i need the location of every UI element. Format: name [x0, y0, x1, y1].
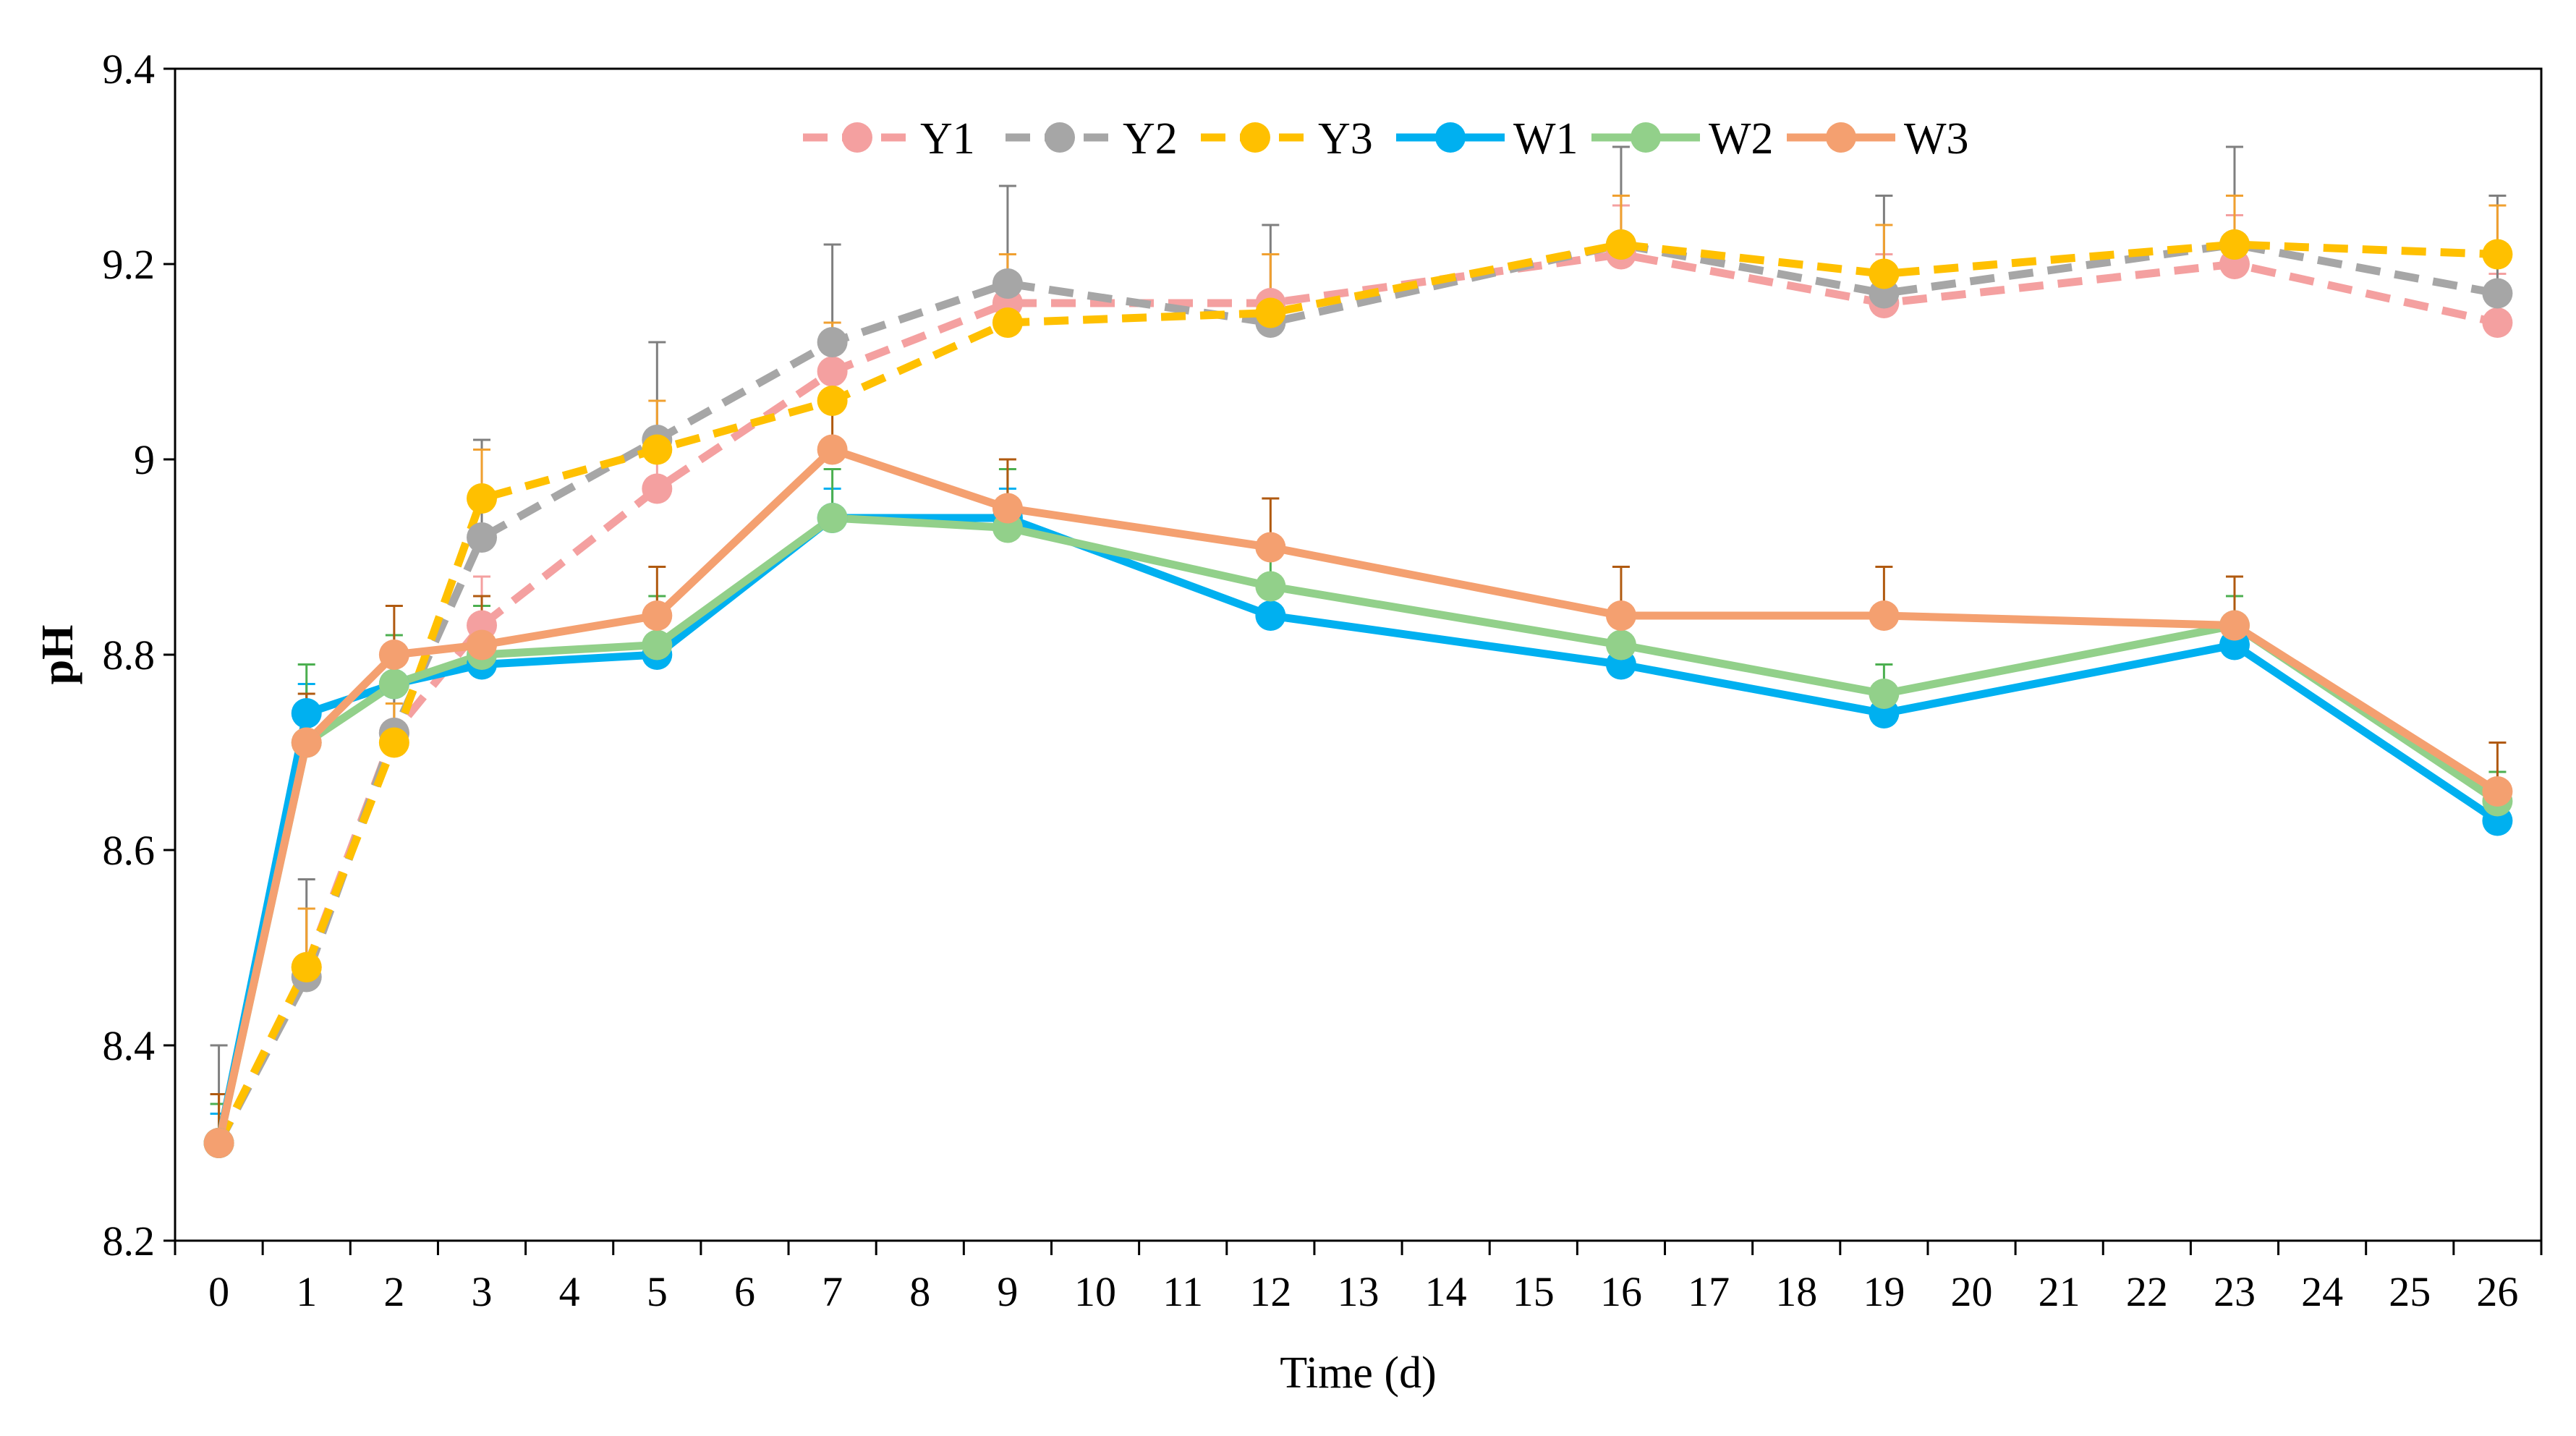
legend-label-y1: Y1 — [920, 114, 975, 163]
data-point-y3 — [1255, 297, 1286, 328]
data-point-w3 — [378, 640, 409, 670]
x-tick-label: 7 — [822, 1268, 843, 1315]
x-axis-ticks: 0 1 2 3 4 5 6 7 8 9 10 11 12 13 14 15 16 17 18 19 20 21 22 23 24… — [174, 1241, 2543, 1315]
series-points — [203, 229, 2513, 1158]
data-point-w2 — [817, 503, 848, 533]
data-point-y1 — [642, 473, 673, 504]
series-line-y1 — [215, 250, 2499, 1145]
data-point-w3 — [817, 434, 848, 465]
data-point-y3 — [992, 307, 1023, 338]
data-point-w3 — [2219, 610, 2250, 641]
data-point-y3 — [2219, 229, 2250, 260]
legend-label-w2: W2 — [1709, 114, 1774, 163]
data-point-y3 — [817, 386, 848, 416]
x-tick-label: 16 — [1600, 1268, 1642, 1315]
data-point-y2 — [992, 268, 1023, 299]
y-tick-label: 8.4 — [103, 1022, 156, 1069]
legend-label-w1: W1 — [1513, 114, 1578, 163]
x-tick-label: 21 — [2039, 1268, 2080, 1315]
series-line-w2 — [215, 514, 2500, 1144]
data-point-w1 — [1255, 600, 1286, 631]
x-tick-label: 26 — [2476, 1268, 2518, 1315]
data-point-y2 — [2482, 278, 2513, 309]
series-line-w3 — [215, 446, 2500, 1144]
x-tick-label: 22 — [2126, 1268, 2168, 1315]
legend: Y1 Y2 Y3 W1 W2 W3 — [803, 114, 1969, 163]
data-point-w3 — [1255, 532, 1286, 563]
x-tick-label: 0 — [208, 1268, 229, 1315]
legend-label-w3: W3 — [1904, 114, 1969, 163]
x-tick-label: 23 — [2214, 1268, 2256, 1315]
legend-marker-w1 — [1435, 122, 1466, 153]
y-axis-ticks: 8.2 8.4 8.6 8.8 9 9.2 9.4 — [103, 46, 175, 1265]
legend-marker-y2 — [1045, 122, 1075, 153]
legend-label-y3: Y3 — [1318, 114, 1373, 163]
series-line-w1 — [215, 514, 2500, 1144]
y-tick-label: 8.6 — [103, 827, 156, 874]
data-point-w2 — [642, 629, 673, 660]
x-tick-label: 10 — [1074, 1268, 1116, 1315]
x-tick-label: 25 — [2389, 1268, 2431, 1315]
x-tick-label: 13 — [1338, 1268, 1380, 1315]
data-point-w1 — [291, 698, 322, 728]
x-tick-label: 6 — [734, 1268, 755, 1315]
legend-marker-w3 — [1826, 122, 1856, 153]
data-point-y3 — [1869, 258, 1900, 289]
data-point-y3 — [2482, 239, 2513, 270]
data-point-w3 — [1869, 600, 1900, 631]
data-point-w3 — [992, 493, 1023, 524]
x-tick-label: 4 — [559, 1268, 580, 1315]
x-tick-label: 3 — [472, 1268, 493, 1315]
data-point-y3 — [642, 434, 673, 465]
y-axis-title: pH — [33, 625, 82, 685]
data-point-y3 — [1605, 229, 1636, 260]
data-point-w3 — [2482, 776, 2513, 807]
data-point-y2 — [467, 522, 498, 553]
series-line-y3 — [215, 240, 2498, 1145]
series-line-y2 — [215, 240, 2499, 1145]
y-tick-label: 8.8 — [103, 632, 156, 679]
data-point-w3 — [642, 600, 673, 631]
y-tick-label: 9.2 — [103, 241, 156, 288]
x-tick-label: 2 — [383, 1268, 404, 1315]
data-point-y3 — [467, 483, 498, 514]
data-point-w2 — [1869, 679, 1900, 709]
legend-marker-w2 — [1631, 122, 1661, 153]
x-tick-label: 24 — [2301, 1268, 2343, 1315]
y-tick-label: 8.2 — [103, 1218, 156, 1265]
x-axis-title: Time (d) — [1280, 1348, 1436, 1398]
x-tick-label: 20 — [1951, 1268, 1993, 1315]
x-tick-label: 15 — [1513, 1268, 1555, 1315]
data-point-w3 — [1605, 600, 1636, 631]
x-tick-label: 14 — [1425, 1268, 1467, 1315]
data-point-w3 — [467, 629, 498, 660]
y-tick-label: 9 — [134, 436, 155, 483]
legend-marker-y3 — [1240, 122, 1270, 153]
data-point-w2 — [378, 668, 409, 700]
y-tick-label: 9.4 — [103, 46, 156, 93]
data-point-w3 — [291, 727, 322, 758]
data-point-y2 — [817, 327, 848, 357]
series-lines — [215, 240, 2500, 1145]
data-point-w2 — [1605, 629, 1636, 660]
x-tick-label: 18 — [1775, 1268, 1817, 1315]
data-point-y1 — [817, 356, 848, 387]
x-tick-label: 1 — [296, 1268, 317, 1315]
x-tick-label: 8 — [909, 1268, 930, 1315]
data-point-w2 — [1255, 571, 1286, 602]
data-point-y3 — [378, 727, 409, 758]
legend-label-y2: Y2 — [1123, 114, 1178, 163]
x-tick-label: 9 — [997, 1268, 1018, 1315]
data-point-w3 — [203, 1128, 234, 1158]
legend-marker-y1 — [842, 122, 872, 153]
x-tick-label: 5 — [647, 1268, 668, 1315]
x-tick-label: 11 — [1162, 1268, 1203, 1315]
x-tick-label: 19 — [1863, 1268, 1905, 1315]
data-point-y1 — [2482, 307, 2513, 338]
data-point-y3 — [291, 952, 322, 982]
x-tick-label: 17 — [1688, 1268, 1730, 1315]
x-tick-label: 12 — [1249, 1268, 1291, 1315]
